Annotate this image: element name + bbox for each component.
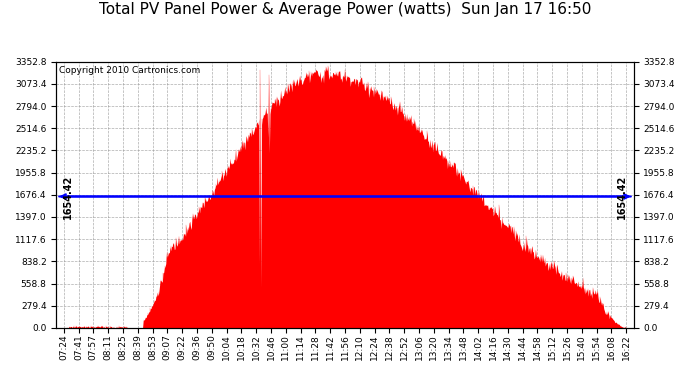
Text: Total PV Panel Power & Average Power (watts)  Sun Jan 17 16:50: Total PV Panel Power & Average Power (wa… (99, 2, 591, 17)
Text: 1654.42: 1654.42 (617, 174, 627, 219)
Text: Copyright 2010 Cartronics.com: Copyright 2010 Cartronics.com (59, 66, 201, 75)
Text: 1654.42: 1654.42 (63, 174, 73, 219)
